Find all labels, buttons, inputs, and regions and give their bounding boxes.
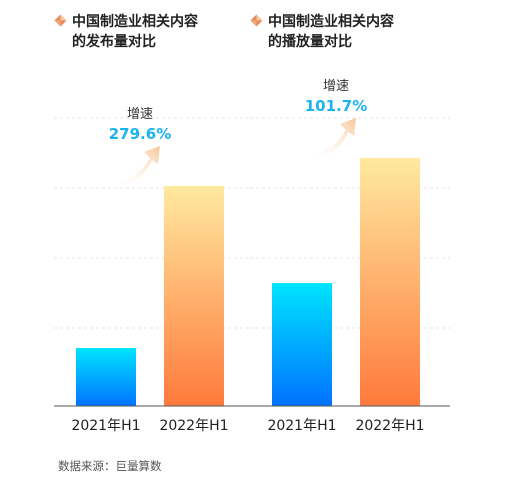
bar-2021 [272, 283, 332, 406]
diamond-icon [250, 14, 263, 27]
growth-label: 增速 [323, 79, 349, 94]
bar-2022 [164, 186, 224, 406]
bar-2021 [76, 348, 136, 406]
growth-value: 279.6% [109, 125, 171, 143]
chart-title-line-2: 的播放量对比 [268, 34, 352, 50]
growth-value: 101.7% [305, 97, 367, 115]
growth-arrow [110, 146, 160, 187]
bar-chart-play: 2021年H1 2022年H1 增速 101.7% [250, 79, 450, 434]
x-tick-label: 2022年H1 [159, 418, 228, 434]
chart-title-line-2: 的发布量对比 [72, 34, 156, 50]
diamond-icon [54, 14, 67, 27]
x-tick-label: 2022年H1 [355, 418, 424, 434]
chart-panel-play: 中国制造业相关内容 的播放量对比 2021年H1 2022年H1 增速 101.7% [250, 0, 450, 440]
x-tick-label: 2021年H1 [71, 418, 140, 434]
bar-chart-release: 2021年H1 2022年H1 增速 279.6% [54, 107, 254, 434]
x-tick-label: 2021年H1 [267, 418, 336, 434]
bar-2022 [360, 158, 420, 406]
growth-arrow [306, 118, 356, 159]
chart-title-line-1: 中国制造业相关内容 [268, 14, 394, 30]
growth-label: 增速 [127, 107, 153, 122]
chart-title-line-1: 中国制造业相关内容 [72, 14, 198, 30]
chart-panel-release: 中国制造业相关内容 的发布量对比 2021年H1 2022年H1 增速 279.6% [54, 0, 254, 440]
data-source: 数据来源：巨量算数 [58, 459, 162, 473]
